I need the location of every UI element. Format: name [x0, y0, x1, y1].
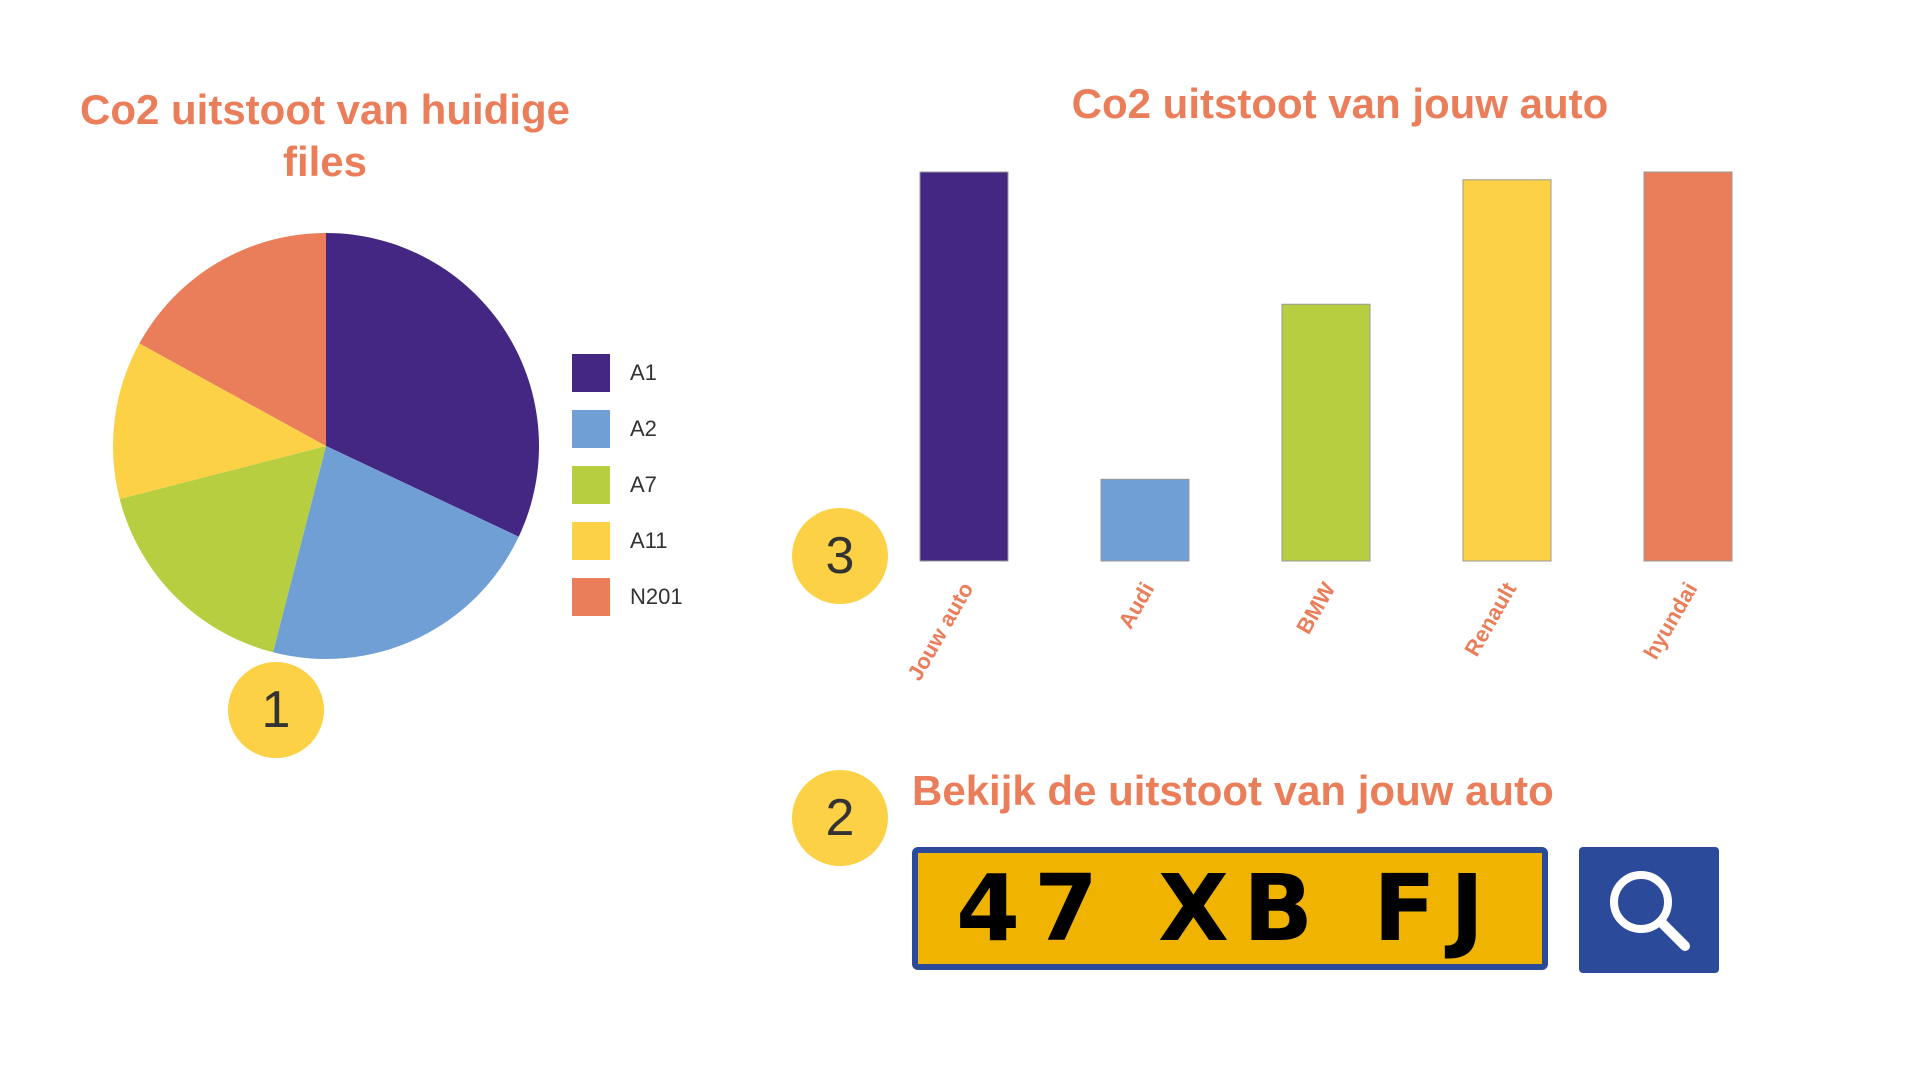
bar-tick-label: hyundai: [1639, 578, 1703, 664]
pie-slice-a7: [119, 446, 326, 653]
legend-label: A7: [630, 472, 657, 497]
legend-swatch: [572, 578, 610, 616]
legend-label: A2: [630, 416, 657, 441]
bar-jouw-auto: [919, 171, 1009, 562]
bar-hyundai: [1643, 171, 1733, 562]
legend-swatch: [572, 466, 610, 504]
step-badge-3: 3: [792, 508, 888, 604]
pie-legend: A1 A2 A7 A11 N201: [572, 345, 683, 625]
legend-swatch: [572, 410, 610, 448]
pie-slice-a1: [326, 233, 539, 537]
bar-tick-label: Jouw auto: [902, 578, 978, 685]
bar-bmw: [1281, 303, 1371, 562]
pie-chart-title: Co2 uitstoot van huidige files: [80, 86, 570, 185]
bar-tick-label: Renault: [1459, 577, 1521, 660]
bar-tick-label: Audi: [1113, 578, 1159, 633]
pie-slice-n201: [139, 233, 326, 446]
search-icon: [1610, 871, 1690, 951]
pie-slice-a2: [273, 446, 519, 660]
step-badge-2: 2: [792, 770, 888, 866]
license-plate-input[interactable]: [956, 853, 1536, 964]
step-badge-1: 1: [228, 662, 324, 758]
bar-tick-label: BMW: [1291, 578, 1340, 638]
search-button[interactable]: [1579, 847, 1719, 973]
legend-item-a2: A2: [572, 401, 683, 457]
legend-swatch: [572, 522, 610, 560]
bar-renault: [1462, 179, 1552, 562]
bar-chart-title: Co2 uitstoot van jouw auto: [1071, 80, 1609, 127]
legend-label: N201: [630, 584, 683, 609]
legend-label: A11: [630, 528, 668, 553]
legend-item-a7: A7: [572, 457, 683, 513]
legend-item-a11: A11: [572, 513, 683, 569]
legend-item-a1: A1: [572, 345, 683, 401]
legend-item-n201: N201: [572, 569, 683, 625]
license-plate: [912, 847, 1548, 970]
legend-swatch: [572, 354, 610, 392]
legend-label: A1: [630, 360, 657, 385]
bar-audi: [1100, 478, 1190, 562]
search-title: Bekijk de uitstoot van jouw auto: [912, 767, 1554, 814]
pie-slice-a11: [113, 343, 326, 499]
